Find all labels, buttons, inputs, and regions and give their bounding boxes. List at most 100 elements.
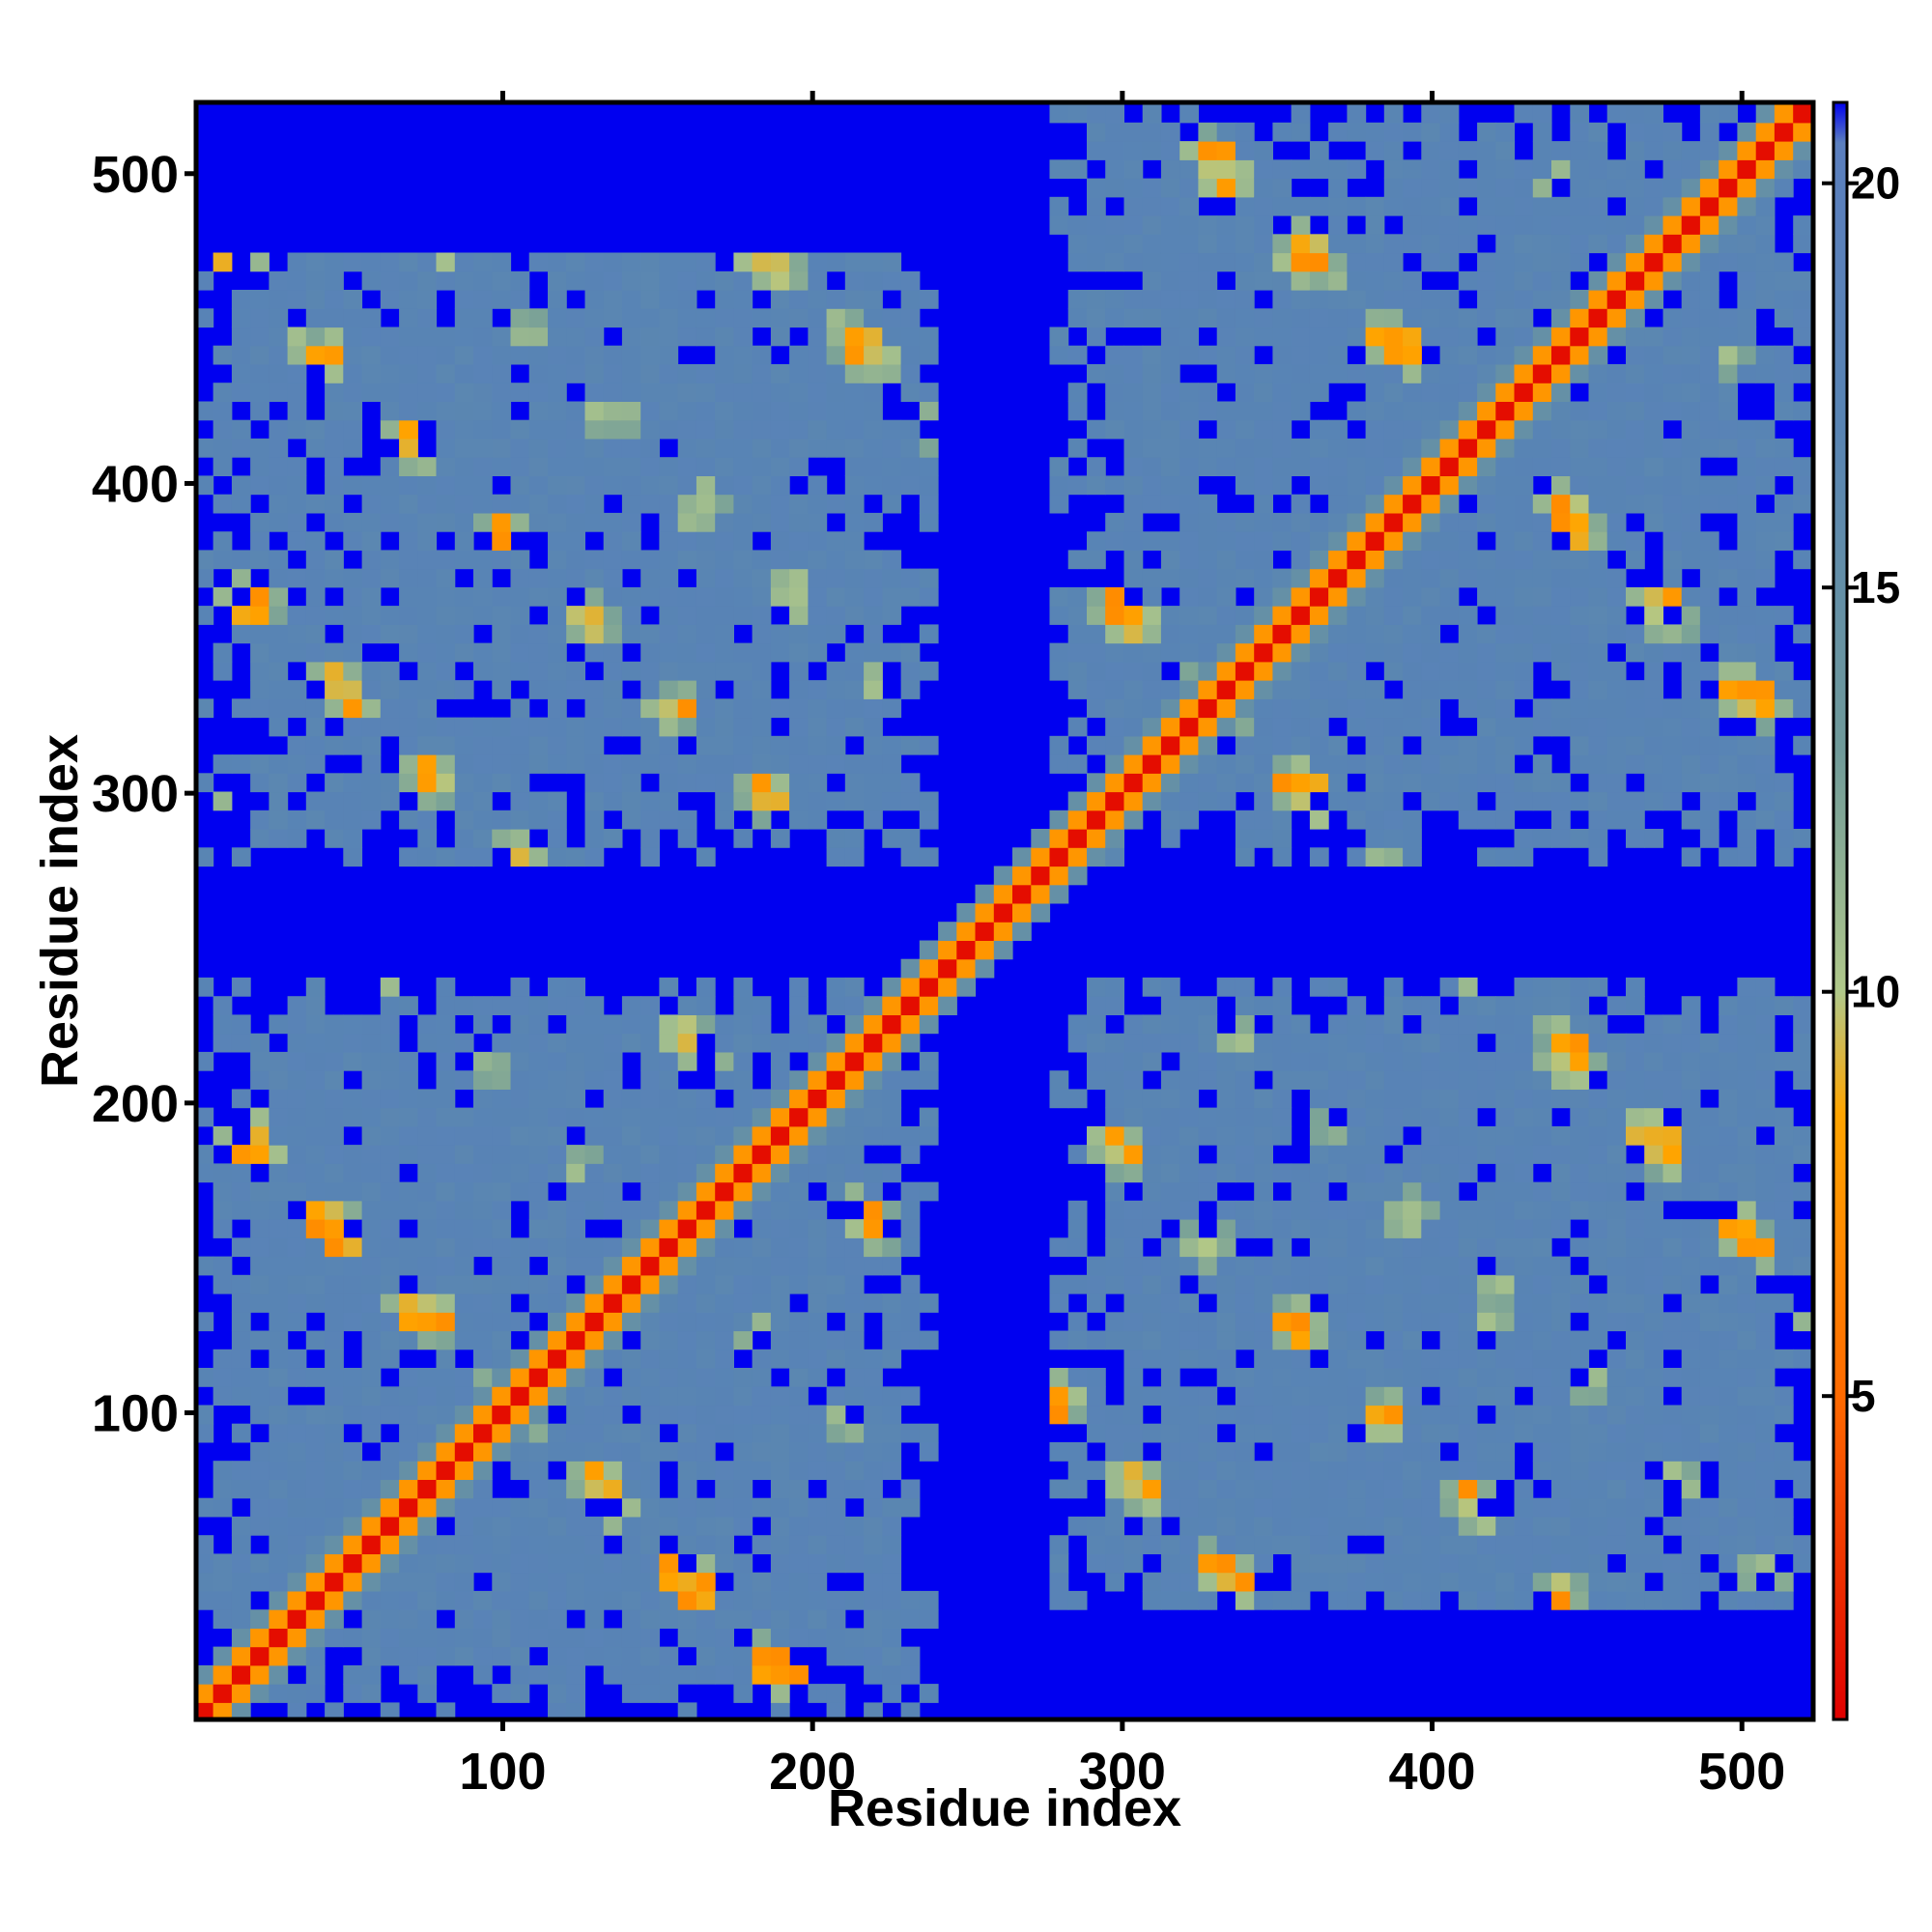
heatmap-cell [1383,1107,1404,1127]
heatmap-cell [492,1423,512,1443]
heatmap-cell [1254,1312,1273,1332]
heatmap-cell [1235,1145,1255,1164]
heatmap-cell [492,1609,512,1629]
heatmap-cell [1662,364,1683,384]
heatmap-cell [1570,1461,1590,1480]
heatmap-cell [1216,1461,1236,1480]
heatmap-cell [1421,327,1441,347]
heatmap-cell [1551,196,1571,216]
heatmap-cell [1235,1293,1255,1313]
heatmap-cell [1309,1256,1329,1276]
heatmap-cell [1123,810,1144,830]
heatmap-cell [305,531,326,551]
heatmap-cell [1254,1386,1273,1406]
heatmap-cell [640,847,660,867]
heatmap-cell [789,1461,809,1480]
heatmap-cell [1439,290,1460,309]
heatmap-cell [715,1330,734,1350]
heatmap-cell [287,1553,307,1574]
heatmap-cell [231,290,251,309]
heatmap-cell [1383,345,1404,365]
heatmap-cell [1291,624,1311,644]
heatmap-cell [1067,586,1088,607]
heatmap-cell [325,308,344,328]
heatmap-cell [770,1219,790,1238]
heatmap-cell [231,1516,251,1536]
heatmap-cell [325,1423,344,1443]
heatmap-cell [1235,661,1255,681]
heatmap-cell [1235,327,1255,347]
heatmap-cell [287,1163,307,1183]
heatmap-cell [1309,438,1329,458]
heatmap-cell [1087,624,1106,644]
heatmap-cell [1737,1535,1757,1554]
heatmap-cell [1570,977,1590,997]
heatmap-cell [528,1033,549,1053]
heatmap-cell [1644,1349,1663,1369]
heatmap-cell [287,1107,307,1127]
heatmap-cell [1031,884,1051,904]
heatmap-cell [715,624,734,644]
heatmap-cell [361,735,382,755]
heatmap-cell [1105,1125,1124,1146]
heatmap-cell [1403,1572,1422,1592]
heatmap-cell [1272,1033,1293,1053]
heatmap-cell [1755,1312,1776,1332]
heatmap-cell [361,531,382,551]
heatmap-cell [900,419,921,440]
heatmap-cell [528,345,549,365]
heatmap-cell [1551,1219,1571,1238]
heatmap-cell [1049,1479,1069,1499]
heatmap-cell [510,1070,530,1090]
heatmap-cell [269,1684,289,1703]
heatmap-cell [844,327,865,347]
heatmap-cell [548,1070,567,1090]
heatmap-cell [1439,1293,1460,1313]
heatmap-cell [454,1070,474,1090]
heatmap-cell [919,586,939,607]
heatmap-cell [1235,364,1255,384]
heatmap-cell [752,606,772,625]
heatmap-cell [1291,308,1311,328]
heatmap-cell [584,550,605,570]
heatmap-cell [789,494,809,514]
heatmap-cell [1774,606,1794,625]
heatmap-cell [864,773,883,793]
heatmap-cell [770,1664,790,1685]
heatmap-cell [733,438,753,458]
heatmap-cell [1142,624,1162,644]
heatmap-cell [1365,494,1385,514]
heatmap-cell [1272,1590,1293,1610]
heatmap-cell [566,1349,585,1369]
heatmap-cell [752,568,772,588]
heatmap-cell [287,252,307,272]
heatmap-cell [1123,1014,1144,1035]
heatmap-cell [436,1386,456,1406]
heatmap-cell [1495,1070,1516,1090]
heatmap-cell [1160,1553,1180,1574]
heatmap-cell [1774,252,1794,272]
heatmap-cell [361,1033,382,1053]
heatmap-cell [789,1590,809,1610]
heatmap-cell [1588,1497,1608,1518]
heatmap-cell [919,661,939,681]
heatmap-cell [473,1014,493,1035]
heatmap-cell [399,568,418,588]
heatmap-cell [1755,698,1776,719]
heatmap-cell [325,1219,344,1238]
heatmap-cell [492,1200,512,1220]
heatmap-cell [1160,1590,1180,1610]
heatmap-cell [603,773,623,793]
heatmap-cell [287,1442,307,1462]
heatmap-cell [231,754,251,774]
heatmap-cell [343,698,363,719]
heatmap-cell [417,1535,438,1554]
heatmap-cell [919,383,939,402]
heatmap-cell [696,270,716,291]
heatmap-cell [1403,996,1422,1015]
heatmap-cell [1216,327,1236,347]
heatmap-cell [1719,1237,1738,1258]
heatmap-cell [1588,1051,1608,1071]
heatmap-cell [1403,1089,1422,1109]
heatmap-cell [1421,364,1441,384]
